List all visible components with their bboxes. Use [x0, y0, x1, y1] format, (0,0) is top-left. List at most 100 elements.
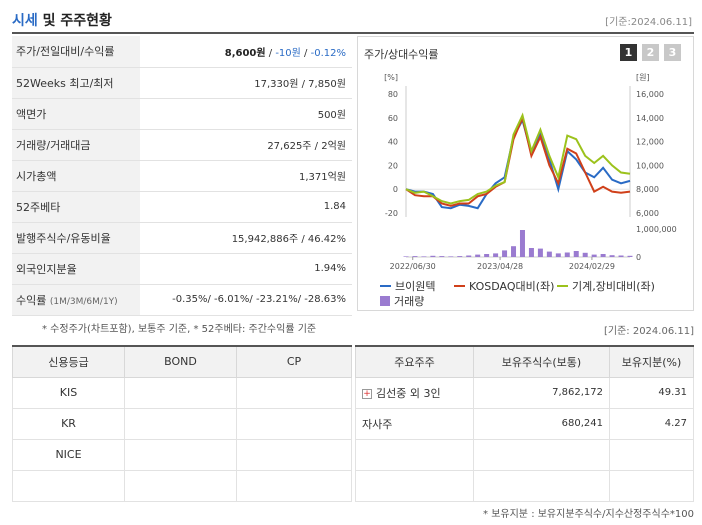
title-highlight: 시세 [12, 13, 38, 29]
legend-label: KOSDAQ대비(좌) [469, 280, 555, 293]
volume-bar [475, 254, 481, 257]
row-label: 52주베타 [12, 191, 140, 223]
table-row [355, 469, 694, 502]
cp-cell [236, 438, 352, 471]
volume-bar [493, 253, 499, 257]
y2-tick-label: 10,000 [636, 161, 664, 170]
volume-tick-label: 1,000,000 [636, 225, 677, 234]
volume-bar [528, 248, 534, 257]
row-label: 수익률 (1M/3M/6M/1Y) [12, 284, 140, 316]
y-tick-label: 40 [388, 138, 398, 147]
volume-bar [430, 255, 436, 257]
series-line [405, 114, 631, 207]
y-tick-label: 60 [388, 114, 398, 123]
y2-tick-label: 8,000 [636, 185, 659, 194]
legend-label: 거래량 [394, 295, 425, 308]
return-value: -0.35%/ -6.01%/ -23.21%/ -28.63% [140, 284, 352, 316]
summary-table: 주가/전일대비/수익률 8,600원 / -10원 / -0.12% 52Wee… [12, 36, 352, 316]
legend-item: 기계,장비대비(좌) [557, 278, 655, 294]
column-header: 보유지분(%) [609, 345, 694, 378]
holder-name: 자사주 [362, 417, 393, 431]
volume-bar [573, 251, 579, 257]
holder-name-cell [355, 438, 474, 471]
volume-bar [591, 254, 597, 257]
table-header-row: 신용등급 BOND CP [12, 345, 352, 378]
row-value: 17,330원 / 7,850원 [140, 67, 352, 99]
volume-bar [403, 256, 409, 257]
section-header: 시세 및 주주현황 [기준:2024.06.11] [12, 8, 694, 34]
volume-bar [466, 255, 472, 257]
volume-bar [609, 255, 615, 257]
table-row: 시가총액 1,371억원 [12, 160, 352, 192]
row-value: 1.94% [140, 253, 352, 285]
volume-bar [412, 256, 418, 257]
y2-tick-label: 12,000 [636, 138, 664, 147]
separator: / [265, 47, 276, 59]
row-label: 발행주식수/유동비율 [12, 222, 140, 254]
chart-tab-3[interactable]: 3 [664, 44, 681, 61]
row-value: 1.84 [140, 191, 352, 223]
bond-cell [124, 407, 237, 440]
agency-cell: KIS [12, 376, 125, 409]
volume-bar [519, 230, 525, 257]
row-label: 주가/전일대비/수익률 [12, 36, 140, 68]
volume-bar [627, 255, 633, 257]
volume-bar [537, 248, 543, 257]
legend-item: 브이원텍 [380, 278, 435, 294]
series-line [405, 117, 631, 210]
volume-bar [555, 253, 561, 257]
rate-value: -0.12% [310, 47, 346, 59]
volume-tick-label: 0 [636, 253, 641, 262]
table-row: 52주베타 1.84 [12, 191, 352, 223]
chart-panel: 주가/상대수익률 1 2 3 [%] [원] 80 60 40 20 0 -20 16,000 1… [357, 36, 694, 311]
y-tick-label: -20 [385, 209, 398, 218]
legend-item: KOSDAQ대비(좌) [454, 278, 554, 294]
holder-name-cell [355, 469, 474, 502]
volume-bar [502, 250, 508, 257]
row-label: 52Weeks 최고/최저 [12, 67, 140, 99]
right-unit-label: [원] [636, 73, 650, 82]
expand-icon[interactable]: + [362, 388, 372, 399]
legend-swatch [380, 285, 391, 287]
y2-tick-label: 6,000 [636, 209, 659, 218]
table-row: 자사주 680,241 4.27 [355, 407, 694, 440]
percent-cell [609, 469, 694, 502]
major-shareholders-table: 주요주주 보유주식수(보통) 보유지분(%) + 김선중 외 3인 7,862,1… [355, 345, 694, 502]
row-value: 15,942,886주 / 46.42% [140, 222, 352, 254]
page-title: 시세 및 주주현황 [12, 10, 112, 30]
row-label: 외국인지분율 [12, 253, 140, 285]
chart-title: 주가/상대수익률 [364, 48, 439, 61]
table-row: + 김선중 외 3인 7,862,172 49.31 [355, 376, 694, 409]
legend-label: 브이원텍 [395, 280, 436, 293]
bond-cell [124, 438, 237, 471]
row-value: 8,600원 / -10원 / -0.12% [140, 36, 352, 68]
volume-bar [457, 256, 463, 257]
percent-cell [609, 438, 694, 471]
table-row: NICE [12, 438, 352, 471]
shares-cell [473, 438, 610, 471]
column-header: 신용등급 [12, 345, 125, 378]
y-tick-label: 80 [388, 90, 398, 99]
row-value: 500원 [140, 98, 352, 130]
table-row: 외국인지분율 1.94% [12, 253, 352, 285]
legend-item: 거래량 [380, 293, 424, 309]
volume-bar [421, 256, 427, 257]
volume-bar [439, 256, 445, 257]
column-header: BOND [124, 345, 237, 378]
agency-cell: KR [12, 407, 125, 440]
table-header-row: 주요주주 보유주식수(보통) 보유지분(%) [355, 345, 694, 378]
title-rest: 및 주주현황 [42, 13, 112, 29]
y2-tick-label: 16,000 [636, 90, 664, 99]
shares-cell: 680,241 [473, 407, 610, 440]
percent-cell: 49.31 [609, 376, 694, 409]
bond-cell [124, 376, 237, 409]
table-row: KR [12, 407, 352, 440]
column-header: CP [236, 345, 352, 378]
volume-bar [618, 255, 624, 257]
chart-tab-1[interactable]: 1 [620, 44, 637, 61]
date-stamp: [기준: 2024.06.11] [603, 326, 694, 337]
table-row: 52Weeks 최고/최저 17,330원 / 7,850원 [12, 67, 352, 99]
table-row: 거래량/거래대금 27,625주 / 2억원 [12, 129, 352, 161]
row-value: 1,371억원 [140, 160, 352, 192]
chart-tab-2[interactable]: 2 [642, 44, 659, 61]
